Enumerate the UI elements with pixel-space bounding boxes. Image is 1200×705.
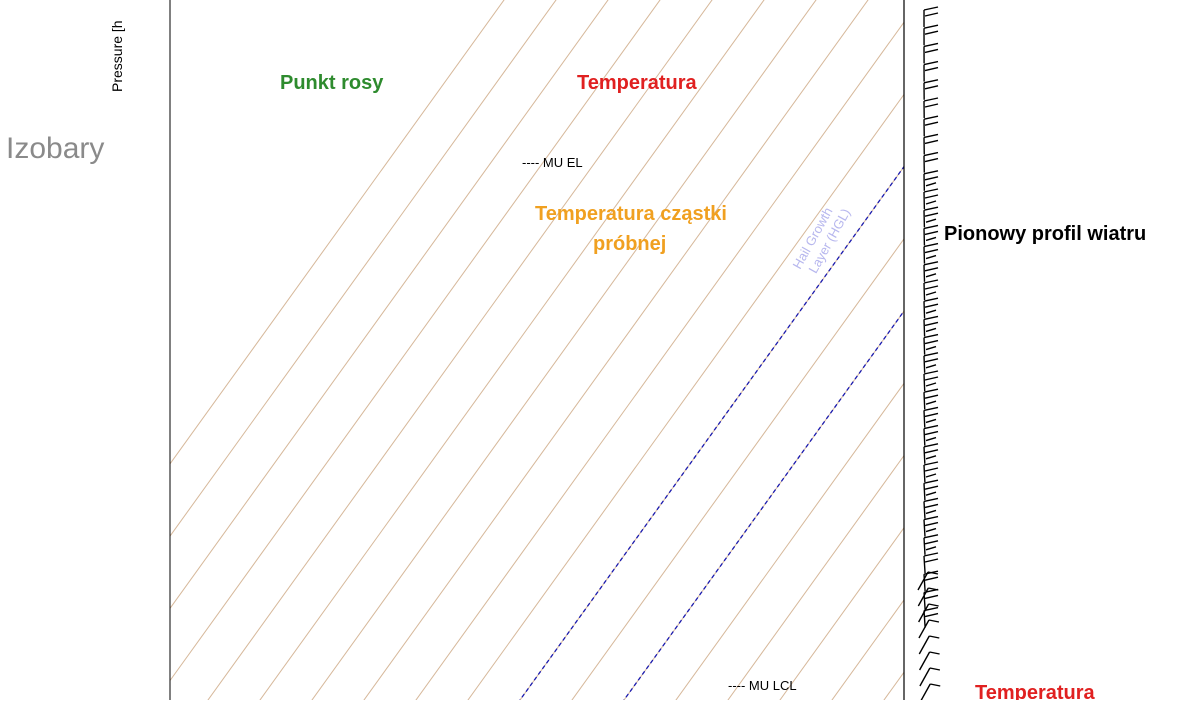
hgl-isotherm-line (610, 0, 1143, 700)
wind-barb (920, 652, 940, 670)
wind-barb (924, 553, 938, 573)
wind-barbs (918, 7, 940, 700)
wind-barb (919, 620, 939, 638)
wind-barb (924, 298, 938, 318)
mu-lcl-label: ---- MU LCL (728, 678, 797, 693)
wind-barb (924, 62, 938, 82)
wind-barb (924, 535, 938, 555)
isotherm-line (194, 0, 727, 700)
wind-barb (919, 636, 939, 654)
wind-barb (924, 335, 938, 355)
wind-barb (924, 153, 938, 173)
wind-barb (924, 225, 938, 245)
wind-barb (924, 462, 938, 482)
isotherm-line (454, 0, 987, 700)
hgl-label: Hail Growth Layer (HGL) (790, 198, 854, 279)
wind-barb (924, 98, 938, 118)
isotherm-line (870, 0, 1200, 700)
wind-barb (924, 316, 938, 336)
isotherm-line (298, 0, 831, 700)
pressure-axis-label: Pressure [h (109, 20, 125, 92)
wind-barb (924, 426, 938, 446)
isotherm-line (766, 0, 1200, 700)
wind-barb (918, 572, 938, 590)
wind-barb (924, 80, 938, 100)
hgl-isotherm-line (506, 0, 1039, 700)
isotherm-line (350, 0, 883, 700)
wind-barb (924, 444, 938, 464)
isotherm-line (558, 0, 1091, 700)
isotherm-line (402, 0, 935, 700)
wind-barb (919, 604, 939, 622)
wind-barb (920, 684, 940, 700)
wind-barb (924, 207, 938, 227)
isotherm-line (142, 0, 675, 700)
isotherm-line (922, 0, 1200, 700)
isotherm-line (38, 0, 571, 700)
parcel-label-line2: próbnej (593, 233, 666, 255)
wind-barb (924, 189, 938, 209)
wind-barb (920, 668, 940, 686)
isotherm-line (818, 0, 1200, 700)
punkt-rosy-label: Punkt rosy (280, 72, 384, 94)
wind-barb (924, 480, 938, 500)
wind-barb (924, 498, 938, 518)
wind-barb (924, 389, 938, 409)
isotherm-line (246, 0, 779, 700)
isotherm-line (974, 0, 1200, 700)
wind-barb (924, 262, 938, 282)
isotherm-line (662, 0, 1195, 700)
wind-barb (924, 134, 938, 154)
wind-barb (924, 280, 938, 300)
izobary-label: Izobary (6, 132, 104, 165)
wind-barb (924, 517, 938, 537)
isotherm-line (714, 0, 1200, 700)
parcel-label-line1: Temperatura cząstki (535, 203, 727, 225)
wind-barb (924, 43, 938, 63)
wind-barb (924, 371, 938, 391)
isotherm-line (0, 0, 518, 700)
wind-barb (924, 407, 938, 427)
wind-profile-label: Pionowy profil wiatru (944, 223, 1146, 245)
wind-barb (924, 7, 938, 27)
wind-barb (924, 353, 938, 373)
wind-barb (924, 171, 938, 191)
mu-el-label: ---- MU EL (522, 155, 583, 170)
wind-barb (924, 244, 938, 264)
temperatura-label: Temperatura (577, 72, 698, 94)
temperatura-bottom-label: Temperatura (975, 682, 1096, 700)
wind-barb (924, 25, 938, 45)
wind-barb (924, 116, 938, 136)
